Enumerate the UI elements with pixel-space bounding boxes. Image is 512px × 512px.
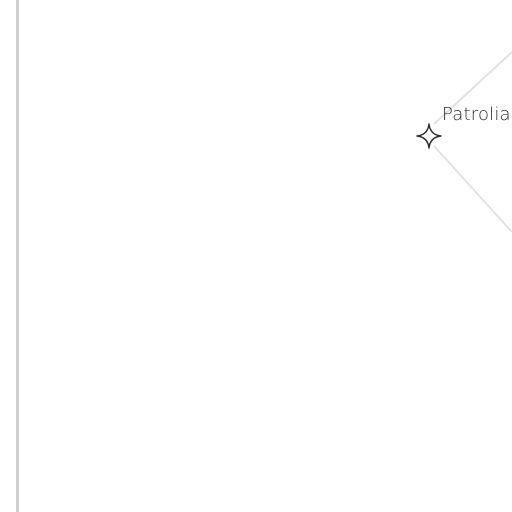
star-marker-icon[interactable] xyxy=(415,122,443,150)
connector-line-up xyxy=(433,51,512,125)
connector-line-down xyxy=(433,145,512,233)
panel-divider xyxy=(16,0,19,512)
node-label[interactable]: Patrolia xyxy=(442,104,511,125)
